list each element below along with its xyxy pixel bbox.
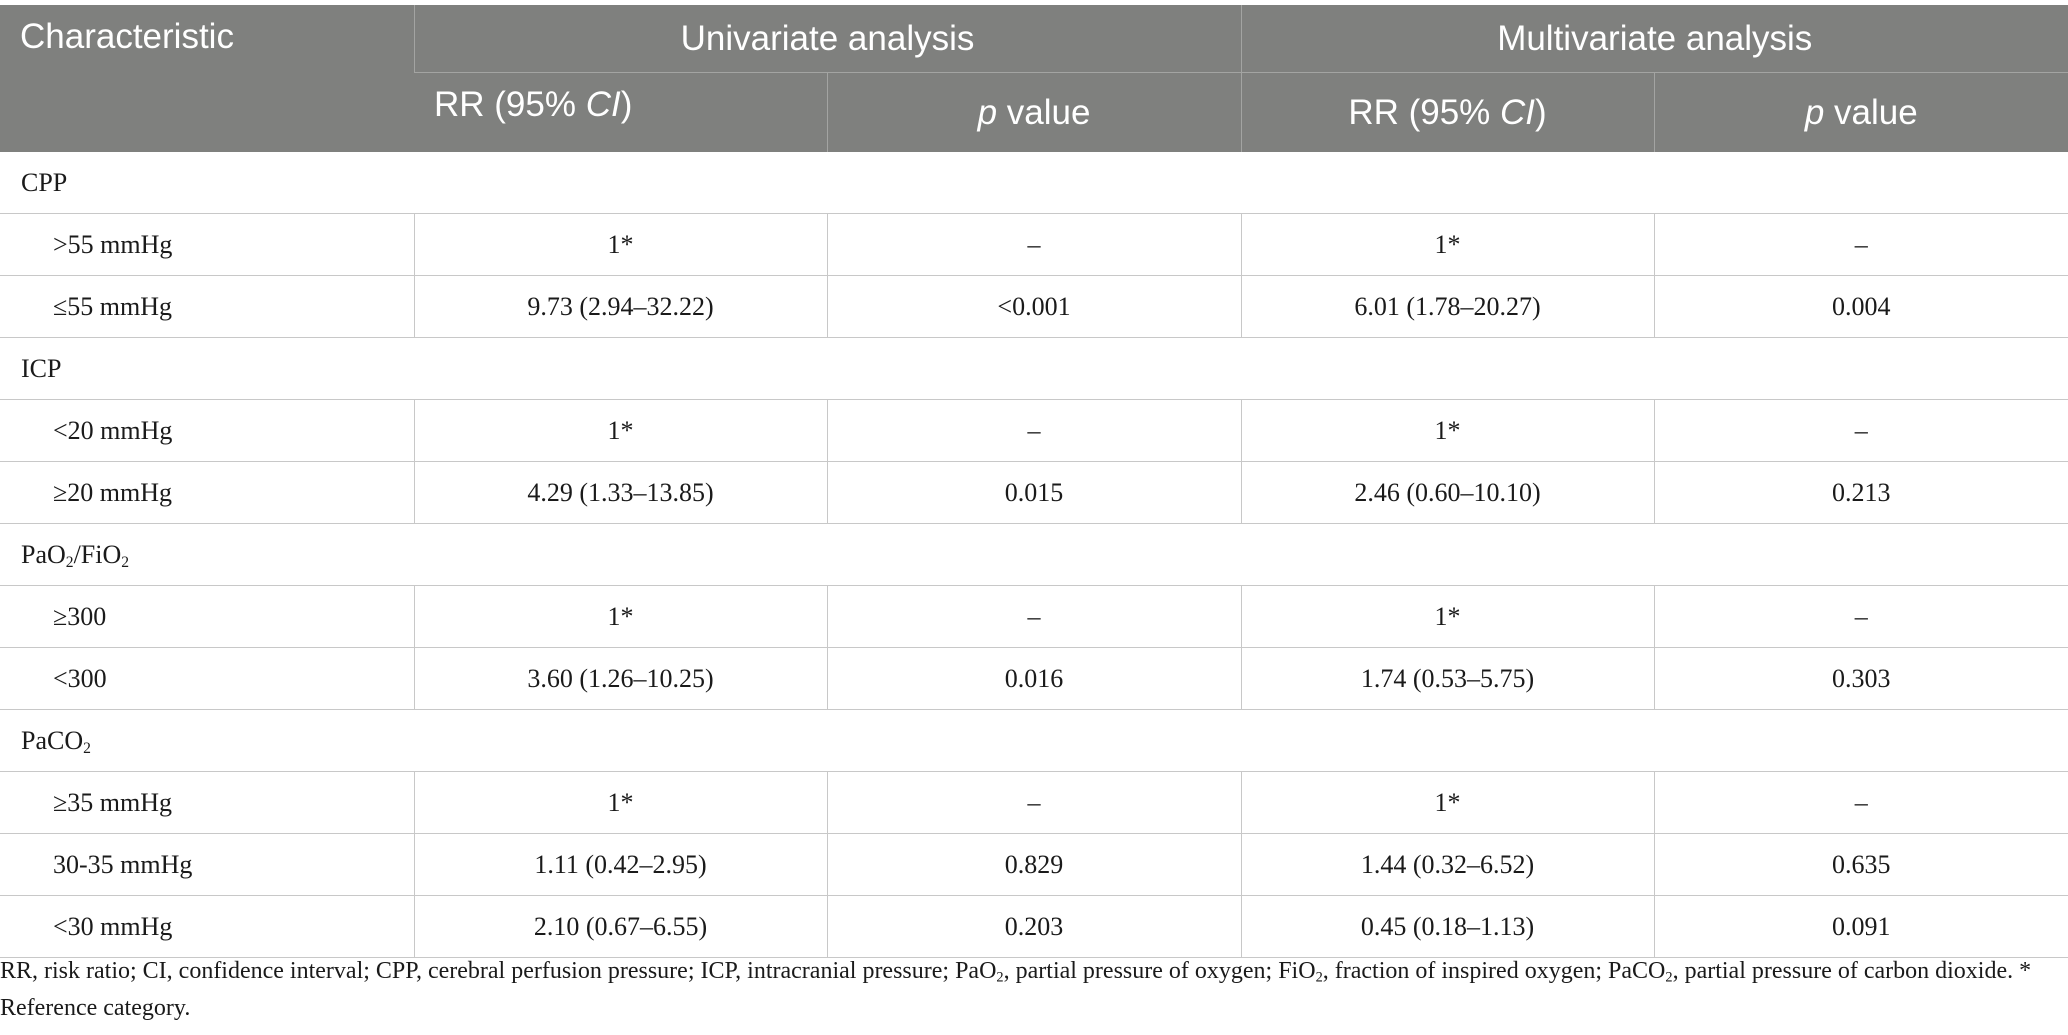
group-label-paco2: PaCO2: [0, 709, 2068, 772]
multi-rr-cell: 1*: [1240, 399, 1654, 462]
table-row: <30 mmHg 2.10 (0.67–6.55) 0.203 0.45 (0.…: [0, 895, 2068, 958]
multi-p-cell: –: [1653, 399, 2068, 462]
group-label-cpp: CPP: [0, 152, 2068, 214]
uni-p-cell: –: [826, 213, 1241, 276]
table-row: <300 3.60 (1.26–10.25) 0.016 1.74 (0.53–…: [0, 647, 2068, 710]
row-label: ≤55 mmHg: [0, 275, 414, 338]
row-label: ≥35 mmHg: [0, 771, 414, 834]
row-label: <30 mmHg: [0, 895, 414, 958]
uni-p-cell: 0.016: [826, 647, 1241, 710]
table-row: ≥300 1* – 1* –: [0, 585, 2068, 648]
multi-p-cell: 0.303: [1653, 647, 2068, 710]
uni-p-cell: –: [826, 399, 1241, 462]
group-label-pao2-fio2: PaO2/FiO2: [0, 523, 2068, 586]
multi-rr-cell: 6.01 (1.78–20.27): [1240, 275, 1654, 338]
table-row: 30-35 mmHg 1.11 (0.42–2.95) 0.829 1.44 (…: [0, 833, 2068, 896]
table-row: >55 mmHg 1* – 1* –: [0, 213, 2068, 276]
uni-rr-cell: 1*: [413, 585, 827, 648]
table-row: <20 mmHg 1* – 1* –: [0, 399, 2068, 462]
results-table: Characteristic Univariate analysis Multi…: [0, 5, 2068, 958]
multi-rr-cell: 1*: [1240, 771, 1654, 834]
header-uni-rr: RR (95% CI): [414, 72, 827, 152]
multi-p-cell: 0.635: [1653, 833, 2068, 896]
row-label: ≥20 mmHg: [0, 461, 414, 524]
multi-rr-cell: 0.45 (0.18–1.13): [1240, 895, 1654, 958]
multi-rr-cell: 2.46 (0.60–10.10): [1240, 461, 1654, 524]
multi-p-cell: –: [1653, 771, 2068, 834]
row-label: 30-35 mmHg: [0, 833, 414, 896]
uni-rr-cell: 1.11 (0.42–2.95): [413, 833, 827, 896]
header-uni-p: p value: [826, 72, 1241, 152]
results-table-container: Characteristic Univariate analysis Multi…: [0, 5, 2068, 958]
uni-rr-cell: 1*: [413, 399, 827, 462]
uni-p-cell: 0.829: [826, 833, 1241, 896]
header-univariate: Univariate analysis: [413, 5, 1241, 73]
table-footnote: RR, risk ratio; CI, confidence interval;…: [0, 958, 2032, 1021]
table-row: ≤55 mmHg 9.73 (2.94–32.22) <0.001 6.01 (…: [0, 275, 2068, 338]
table-row: ≥35 mmHg 1* – 1* –: [0, 771, 2068, 834]
table-row: ≥20 mmHg 4.29 (1.33–13.85) 0.015 2.46 (0…: [0, 461, 2068, 524]
uni-rr-cell: 4.29 (1.33–13.85): [413, 461, 827, 524]
row-label: <300: [0, 647, 414, 710]
uni-rr-cell: 9.73 (2.94–32.22): [413, 275, 827, 338]
multi-p-cell: –: [1653, 585, 2068, 648]
uni-rr-cell: 2.10 (0.67–6.55): [413, 895, 827, 958]
uni-rr-cell: 1*: [413, 771, 827, 834]
row-label: <20 mmHg: [0, 399, 414, 462]
header-characteristic: Characteristic: [0, 5, 414, 152]
uni-p-cell: <0.001: [826, 275, 1241, 338]
multi-rr-cell: 1.44 (0.32–6.52): [1240, 833, 1654, 896]
header-multi-p: p value: [1653, 72, 2068, 152]
header-multivariate: Multivariate analysis: [1240, 5, 2068, 73]
uni-rr-cell: 3.60 (1.26–10.25): [413, 647, 827, 710]
group-label-icp: ICP: [0, 337, 2068, 400]
row-label: ≥300: [0, 585, 414, 648]
multi-p-cell: 0.004: [1653, 275, 2068, 338]
header-multi-rr: RR (95% CI): [1240, 72, 1654, 152]
uni-rr-cell: 1*: [413, 213, 827, 276]
multi-p-cell: 0.091: [1653, 895, 2068, 958]
multi-rr-cell: 1*: [1240, 213, 1654, 276]
multi-rr-cell: 1*: [1240, 585, 1654, 648]
row-label: >55 mmHg: [0, 213, 414, 276]
uni-p-cell: 0.015: [826, 461, 1241, 524]
multi-rr-cell: 1.74 (0.53–5.75): [1240, 647, 1654, 710]
uni-p-cell: –: [826, 585, 1241, 648]
uni-p-cell: –: [826, 771, 1241, 834]
multi-p-cell: –: [1653, 213, 2068, 276]
multi-p-cell: 0.213: [1653, 461, 2068, 524]
uni-p-cell: 0.203: [826, 895, 1241, 958]
